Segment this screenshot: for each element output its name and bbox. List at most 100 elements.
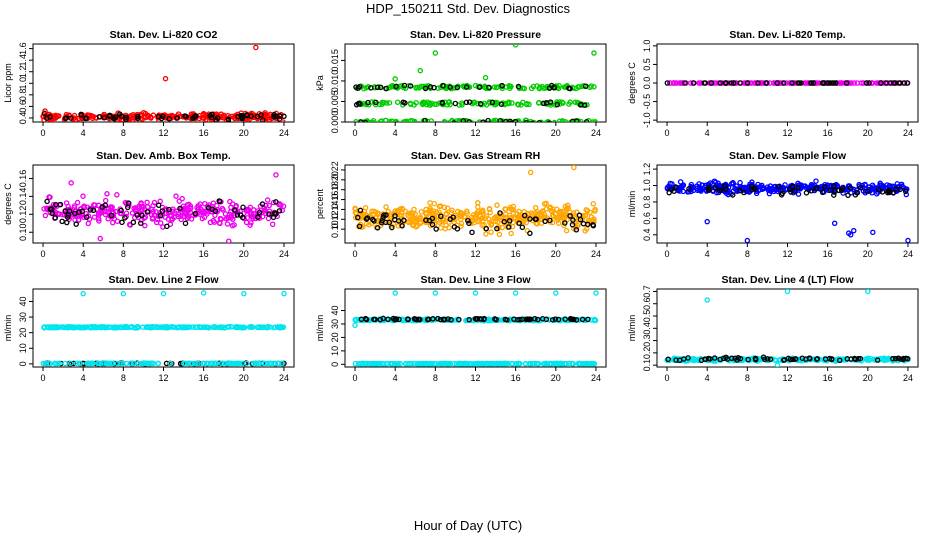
panel-1: Stan. Dev. Li-820 CO2 0 4 8 12 16 20 24 0.40.60.… — [3, 29, 295, 138]
data-point — [569, 118, 576, 122]
data-point — [464, 210, 470, 216]
x-tick-label: 4 — [393, 373, 398, 383]
data-point — [679, 80, 686, 86]
data-point — [443, 222, 449, 229]
data-point — [479, 360, 485, 367]
data-point — [734, 187, 741, 193]
y-tick-label: 10 — [330, 346, 340, 356]
data-point — [402, 360, 409, 367]
panel-title: Stan. Dev. Sample Flow — [729, 150, 847, 162]
y-axis-label: ml/min — [315, 315, 325, 342]
x-tick-label: 0 — [353, 373, 358, 383]
x-tick-label: 12 — [782, 249, 792, 259]
data-point — [527, 361, 534, 367]
data-point — [665, 356, 671, 363]
data-point — [863, 80, 870, 86]
data-point — [904, 80, 911, 86]
x-tick-label: 16 — [823, 128, 833, 138]
data-point — [379, 120, 385, 122]
panel-title: Stan. Dev. Li-820 CO2 — [110, 29, 218, 41]
data-point — [502, 316, 509, 323]
data-point — [424, 99, 431, 105]
panel-title: Stan. Dev. Line 2 Flow — [108, 274, 219, 286]
data-point — [791, 188, 798, 194]
data-point — [353, 118, 359, 122]
data-point — [555, 316, 562, 323]
data-point — [588, 360, 594, 367]
data-point — [452, 100, 459, 107]
data-point — [91, 324, 97, 331]
data-point — [790, 356, 796, 363]
data-point — [217, 215, 224, 222]
data-point — [885, 80, 891, 86]
data-point — [505, 360, 512, 367]
data-point — [570, 217, 576, 223]
data-point — [96, 360, 103, 367]
data-point — [508, 120, 514, 122]
y-tick-label: 0.6 — [18, 100, 28, 113]
data-point — [445, 120, 452, 122]
data-point — [247, 204, 254, 211]
data-point — [821, 80, 827, 86]
data-point — [501, 218, 507, 225]
data-point — [730, 192, 736, 198]
data-point — [108, 212, 115, 219]
data-point — [62, 360, 68, 367]
y-axis-label: kPa — [315, 75, 325, 91]
data-point — [171, 324, 177, 330]
data-point — [192, 210, 199, 217]
data-point — [144, 204, 151, 210]
x-tick-label: 12 — [470, 128, 480, 138]
data-point — [789, 80, 795, 86]
data-point-outlier — [432, 50, 439, 56]
data-point — [860, 80, 866, 86]
data-point — [507, 204, 514, 211]
data-point — [360, 211, 366, 218]
data-point — [497, 117, 503, 122]
data-point — [777, 80, 784, 86]
y-tick-label: 0.8 — [642, 196, 652, 209]
data-point — [569, 360, 576, 367]
data-point — [512, 120, 518, 122]
data-point — [507, 118, 514, 122]
data-point — [803, 356, 809, 362]
data-point — [371, 218, 377, 224]
data-point — [272, 211, 279, 217]
data-point — [546, 120, 552, 122]
data-point — [555, 215, 561, 221]
y-tick-label: 20 — [330, 332, 340, 342]
data-point — [163, 113, 169, 119]
data-point — [563, 227, 570, 234]
data-point — [516, 360, 523, 367]
data-point — [506, 224, 512, 230]
data-point — [722, 183, 728, 189]
data-point — [476, 119, 483, 122]
data-point — [451, 224, 458, 230]
data-point — [865, 355, 871, 361]
data-point — [539, 83, 545, 90]
data-point — [483, 360, 490, 367]
data-point — [760, 354, 767, 360]
x-tick-label: 20 — [551, 249, 561, 259]
data-point-outlier — [512, 290, 519, 296]
data-point — [446, 360, 452, 367]
data-point-outlier — [865, 289, 871, 295]
data-point — [103, 208, 109, 215]
data-point — [365, 99, 371, 106]
x-tick-label: 24 — [279, 373, 289, 383]
data-point — [422, 117, 428, 122]
x-tick-label: 8 — [433, 249, 438, 259]
data-point — [576, 212, 583, 219]
data-point — [163, 324, 170, 330]
data-point — [549, 317, 556, 323]
data-point — [250, 215, 256, 222]
data-point — [232, 207, 238, 213]
data-point — [394, 99, 401, 105]
data-point — [717, 356, 724, 363]
data-point-outlier — [226, 238, 232, 243]
data-point — [181, 209, 188, 216]
data-point — [182, 360, 188, 367]
data-point — [414, 361, 420, 367]
data-point — [798, 80, 804, 86]
data-point — [506, 82, 513, 89]
